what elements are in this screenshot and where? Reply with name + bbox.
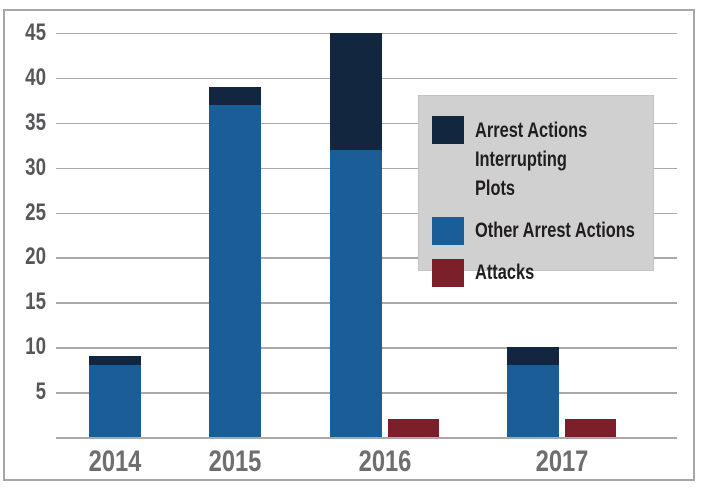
bar-attacks-2016 (388, 419, 439, 437)
legend-label: Arrest Actions Interrupting Plots (475, 119, 588, 200)
bar-other-arrest-actions-2014 (89, 365, 141, 437)
chart-frame (3, 9, 695, 481)
bar-arrest-actions-interrupting-plots-2016 (330, 32, 382, 150)
bar-other-arrest-actions-2015 (209, 104, 261, 437)
bar-other-arrest-actions-2017 (507, 365, 559, 437)
x-axis-baseline (56, 437, 677, 439)
y-tick-label: 40 (25, 63, 46, 91)
bar-other-arrest-actions-2016 (330, 149, 382, 437)
x-axis-label-2014: 2014 (88, 445, 142, 478)
bar-arrest-actions-interrupting-plots-2017 (507, 347, 559, 366)
legend: Arrest Actions Interrupting Plots Other … (418, 95, 654, 287)
legend-item-attacks: Attacks (432, 258, 641, 287)
legend-swatch-blue (432, 216, 464, 245)
y-tick-label: 30 (25, 153, 46, 181)
y-tick-label: 35 (25, 108, 46, 136)
legend-item-other-arrest-actions: Other Arrest Actions (432, 216, 641, 245)
x-axis-label-2016: 2016 (358, 445, 411, 478)
bar-arrest-actions-interrupting-plots-2015 (209, 86, 261, 105)
legend-item-arrest-actions-interrupting-plots: Arrest Actions Interrupting Plots (432, 116, 641, 203)
legend-label: Attacks (475, 261, 535, 284)
legend-label: Other Arrest Actions (475, 219, 635, 242)
legend-swatch-red (432, 258, 464, 287)
y-tick-label: 10 (25, 333, 46, 361)
y-tick-label: 45 (25, 18, 46, 46)
y-tick-label: 5 (35, 378, 46, 406)
bar-arrest-actions-interrupting-plots-2014 (89, 356, 141, 366)
y-tick-label: 15 (25, 288, 46, 316)
y-tick-label: 20 (25, 243, 46, 271)
x-axis-label-2015: 2015 (208, 445, 262, 478)
x-axis-label-2017: 2017 (535, 445, 588, 478)
y-tick-label: 25 (25, 198, 46, 226)
bar-attacks-2017 (565, 419, 616, 437)
legend-swatch-navy (432, 116, 464, 144)
